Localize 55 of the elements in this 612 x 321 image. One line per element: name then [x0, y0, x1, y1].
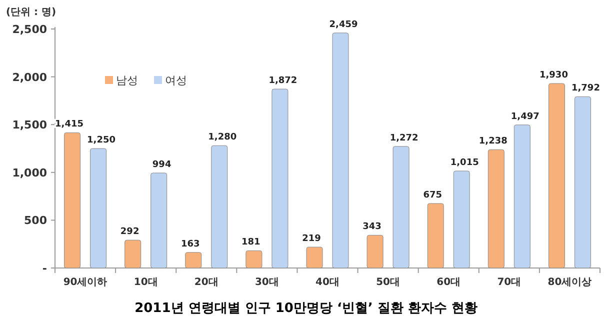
data-label: 1,238 — [478, 136, 508, 147]
data-label: 2,459 — [329, 20, 358, 30]
x-tick-label: 10대 — [134, 277, 158, 288]
bar — [90, 148, 107, 268]
bar — [246, 250, 262, 268]
x-tick-label: 50대 — [376, 277, 400, 288]
data-label: 1,280 — [208, 132, 237, 143]
bar — [366, 234, 384, 268]
x-tick-label: 90세이하 — [63, 277, 108, 288]
data-label: 292 — [120, 227, 140, 238]
y-tick-label: 500 — [24, 214, 48, 228]
bar — [574, 96, 591, 268]
y-axis-title: (단위 : 명) — [6, 7, 56, 18]
data-label: 1,930 — [539, 70, 568, 80]
bar — [124, 240, 142, 268]
y-tick-label: 2,000 — [12, 70, 48, 84]
x-tick-label: 20대 — [194, 277, 218, 288]
text: 2011년 연령대별 인구 10만명당 ‘빈혈’ 질환 환자수 현황 — [134, 301, 478, 316]
bar — [64, 132, 81, 268]
data-label: 675 — [423, 190, 442, 200]
data-label: 181 — [242, 238, 260, 248]
x-tick-label: 70대 — [497, 277, 522, 288]
data-label: 1,792 — [571, 84, 600, 94]
bar — [211, 145, 228, 268]
bar — [150, 172, 168, 268]
legend-label: 여성 — [165, 74, 187, 87]
data-label: 1,872 — [268, 76, 298, 86]
bar — [306, 246, 323, 268]
bar — [514, 124, 530, 268]
bar — [185, 252, 202, 268]
y-tick-label: 1,000 — [12, 166, 48, 180]
x-tick-label: 60대 — [436, 277, 461, 288]
data-label: 1,415 — [55, 120, 84, 130]
legend-label: 남성 — [116, 74, 138, 87]
data-label: 343 — [362, 222, 382, 232]
y-tick-label: - — [42, 262, 47, 275]
data-label: 219 — [302, 234, 321, 244]
x-tick-label: 80세이상 — [548, 277, 592, 288]
data-label: 163 — [180, 239, 200, 250]
data-label: 1,497 — [510, 112, 540, 122]
y-tick-label: 1,500 — [12, 118, 48, 132]
x-tick-label: 40대 — [316, 277, 340, 288]
bar — [332, 32, 349, 268]
bar — [272, 88, 288, 268]
data-label: 1,272 — [390, 133, 418, 144]
y-tick-label: 2,500 — [12, 23, 48, 36]
data-label: 1,250 — [87, 136, 116, 146]
bar — [427, 203, 444, 268]
data-label: 994 — [152, 160, 172, 170]
x-tick-label: 30대 — [254, 277, 279, 288]
bar — [392, 146, 410, 268]
bar — [453, 170, 470, 268]
bar — [488, 149, 504, 268]
bar — [548, 83, 565, 268]
data-label: 1,015 — [450, 158, 479, 168]
